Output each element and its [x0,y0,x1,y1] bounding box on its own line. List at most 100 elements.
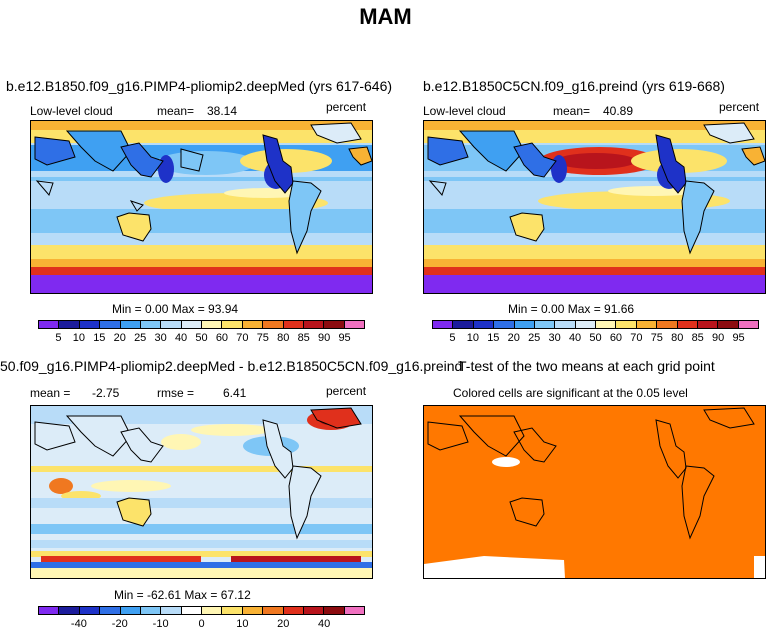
colorbar-swatch [242,607,264,614]
colorbar-swatch [140,607,162,614]
colorbar-tick-label: 85 [297,332,310,344]
colorbar-swatch [39,321,60,328]
panel2-colorbar [432,320,759,329]
colorbar-tick-label: 10 [72,332,85,344]
colorbar-swatch [303,321,325,328]
panel1-map [30,120,373,294]
colorbar-tick-label: 5 [55,332,62,344]
colorbar-swatch [677,321,698,328]
panel1-mean-value: 38.14 [207,104,238,118]
panel3-colorbar [38,606,365,615]
colorbar-tick-label: 20 [113,332,126,344]
colorbar-swatch [120,607,141,614]
colorbar-swatch [575,321,596,328]
colorbar-swatch [616,321,637,328]
colorbar-swatch [202,321,223,328]
colorbar-swatch [453,321,474,328]
panel4-map [423,405,766,579]
panel3-units: percent [326,384,367,398]
colorbar-tick-label: 30 [154,332,167,344]
panel2-mean-value: 40.89 [603,104,634,118]
colorbar-tick-label: 25 [134,332,147,344]
panel2-units: percent [719,100,760,114]
panel3-title: 50.f09_g16.PIMP4-pliomip2.deepMed - b.e1… [0,358,463,374]
colorbar-swatch [222,321,243,328]
colorbar-tick-label: 15 [487,332,500,344]
colorbar-swatch [324,607,345,614]
colorbar-swatch [636,321,658,328]
colorbar-tick-label: 95 [732,332,745,344]
panel1-mean-label: mean= [157,104,195,118]
colorbar-swatch [697,321,719,328]
panel2-title: b.e12.B1850C5CN.f09_g16.preind (yrs 619-… [423,78,725,94]
colorbar-swatch [555,321,576,328]
colorbar-tick-label: 10 [236,618,249,630]
colorbar-swatch [283,607,304,614]
colorbar-tick-label: 85 [691,332,704,344]
colorbar-tick-label: 80 [671,332,684,344]
colorbar-tick-label: 20 [277,618,290,630]
colorbar-swatch [344,607,364,614]
colorbar-swatch [494,321,515,328]
colorbar-tick-label: -10 [152,618,169,630]
panel2-variable-label: Low-level cloud [423,104,506,118]
colorbar-swatch [303,607,325,614]
colorbar-tick-label: 25 [528,332,541,344]
colorbar-swatch [181,321,202,328]
colorbar-swatch [242,321,264,328]
colorbar-swatch [324,321,345,328]
colorbar-swatch [59,607,80,614]
colorbar-swatch [161,607,182,614]
figure-title: MAM [359,4,412,29]
colorbar-swatch [514,321,535,328]
panel1-min-max: Min = 0.00 Max = 93.94 [112,302,239,316]
colorbar-tick-label: 5 [449,332,456,344]
colorbar-tick-label: 15 [93,332,106,344]
panel4-title: T-test of the two means at each grid poi… [458,358,715,374]
colorbar-tick-label: 90 [712,332,725,344]
colorbar-swatch [283,321,304,328]
colorbar-swatch [79,321,101,328]
colorbar-swatch [738,321,758,328]
colorbar-tick-label: 0 [198,618,205,630]
colorbar-tick-label: 60 [215,332,229,344]
panel4-subtitle: Colored cells are significant at the 0.0… [453,386,688,400]
colorbar-swatch [39,607,60,614]
colorbar-tick-label: 90 [318,332,331,344]
colorbar-swatch [534,321,556,328]
colorbar-tick-label: 70 [630,332,643,344]
colorbar-tick-label: 10 [466,332,479,344]
colorbar-swatch [100,321,121,328]
panel3-map [30,405,373,579]
colorbar-tick-label: 50 [589,332,602,344]
colorbar-tick-label: -40 [70,618,87,630]
panel3-mean-label: mean = [30,386,71,400]
colorbar-tick-label: 40 [568,332,582,344]
colorbar-tick-label: 20 [507,332,520,344]
colorbar-swatch [100,607,121,614]
panel2-min-max: Min = 0.00 Max = 91.66 [508,302,635,316]
colorbar-swatch [344,321,364,328]
panel2-mean-label: mean= [553,104,591,118]
panel3-min-max: Min = -62.61 Max = 67.12 [114,588,251,602]
colorbar-tick-label: 30 [548,332,561,344]
colorbar-swatch [657,321,678,328]
colorbar-swatch [202,607,223,614]
panel1-units: percent [326,100,367,114]
colorbar-tick-label: 60 [609,332,623,344]
panel3-rmse-label: rmse = [157,386,195,400]
colorbar-swatch [120,321,141,328]
panel1-colorbar [38,320,365,329]
panel3-rmse-value: 6.41 [223,386,247,400]
colorbar-swatch [473,321,495,328]
colorbar-tick-label: 95 [338,332,351,344]
colorbar-swatch [59,321,80,328]
colorbar-swatch [140,321,162,328]
colorbar-tick-label: 70 [236,332,249,344]
colorbar-swatch [79,607,101,614]
panel3-mean-value: -2.75 [92,386,120,400]
colorbar-tick-label: 40 [174,332,188,344]
colorbar-swatch [596,321,617,328]
colorbar-tick-label: 80 [277,332,290,344]
colorbar-swatch [222,607,243,614]
